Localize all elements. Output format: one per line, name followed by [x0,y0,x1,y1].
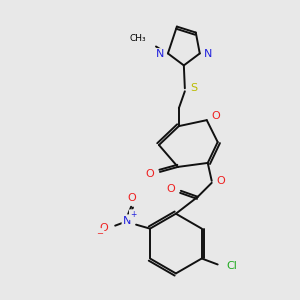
Text: O: O [128,193,136,203]
Text: O: O [145,169,154,179]
Text: N: N [123,216,131,226]
Text: −: − [96,229,103,238]
Text: N: N [156,50,164,59]
Text: O: O [100,223,108,232]
Text: S: S [190,83,197,93]
Text: Cl: Cl [226,262,238,272]
Text: O: O [166,184,175,194]
Text: O: O [212,111,220,121]
Text: O: O [217,176,225,186]
Text: CH₃: CH₃ [129,34,146,43]
Text: +: + [130,210,136,219]
Text: N: N [204,50,212,59]
